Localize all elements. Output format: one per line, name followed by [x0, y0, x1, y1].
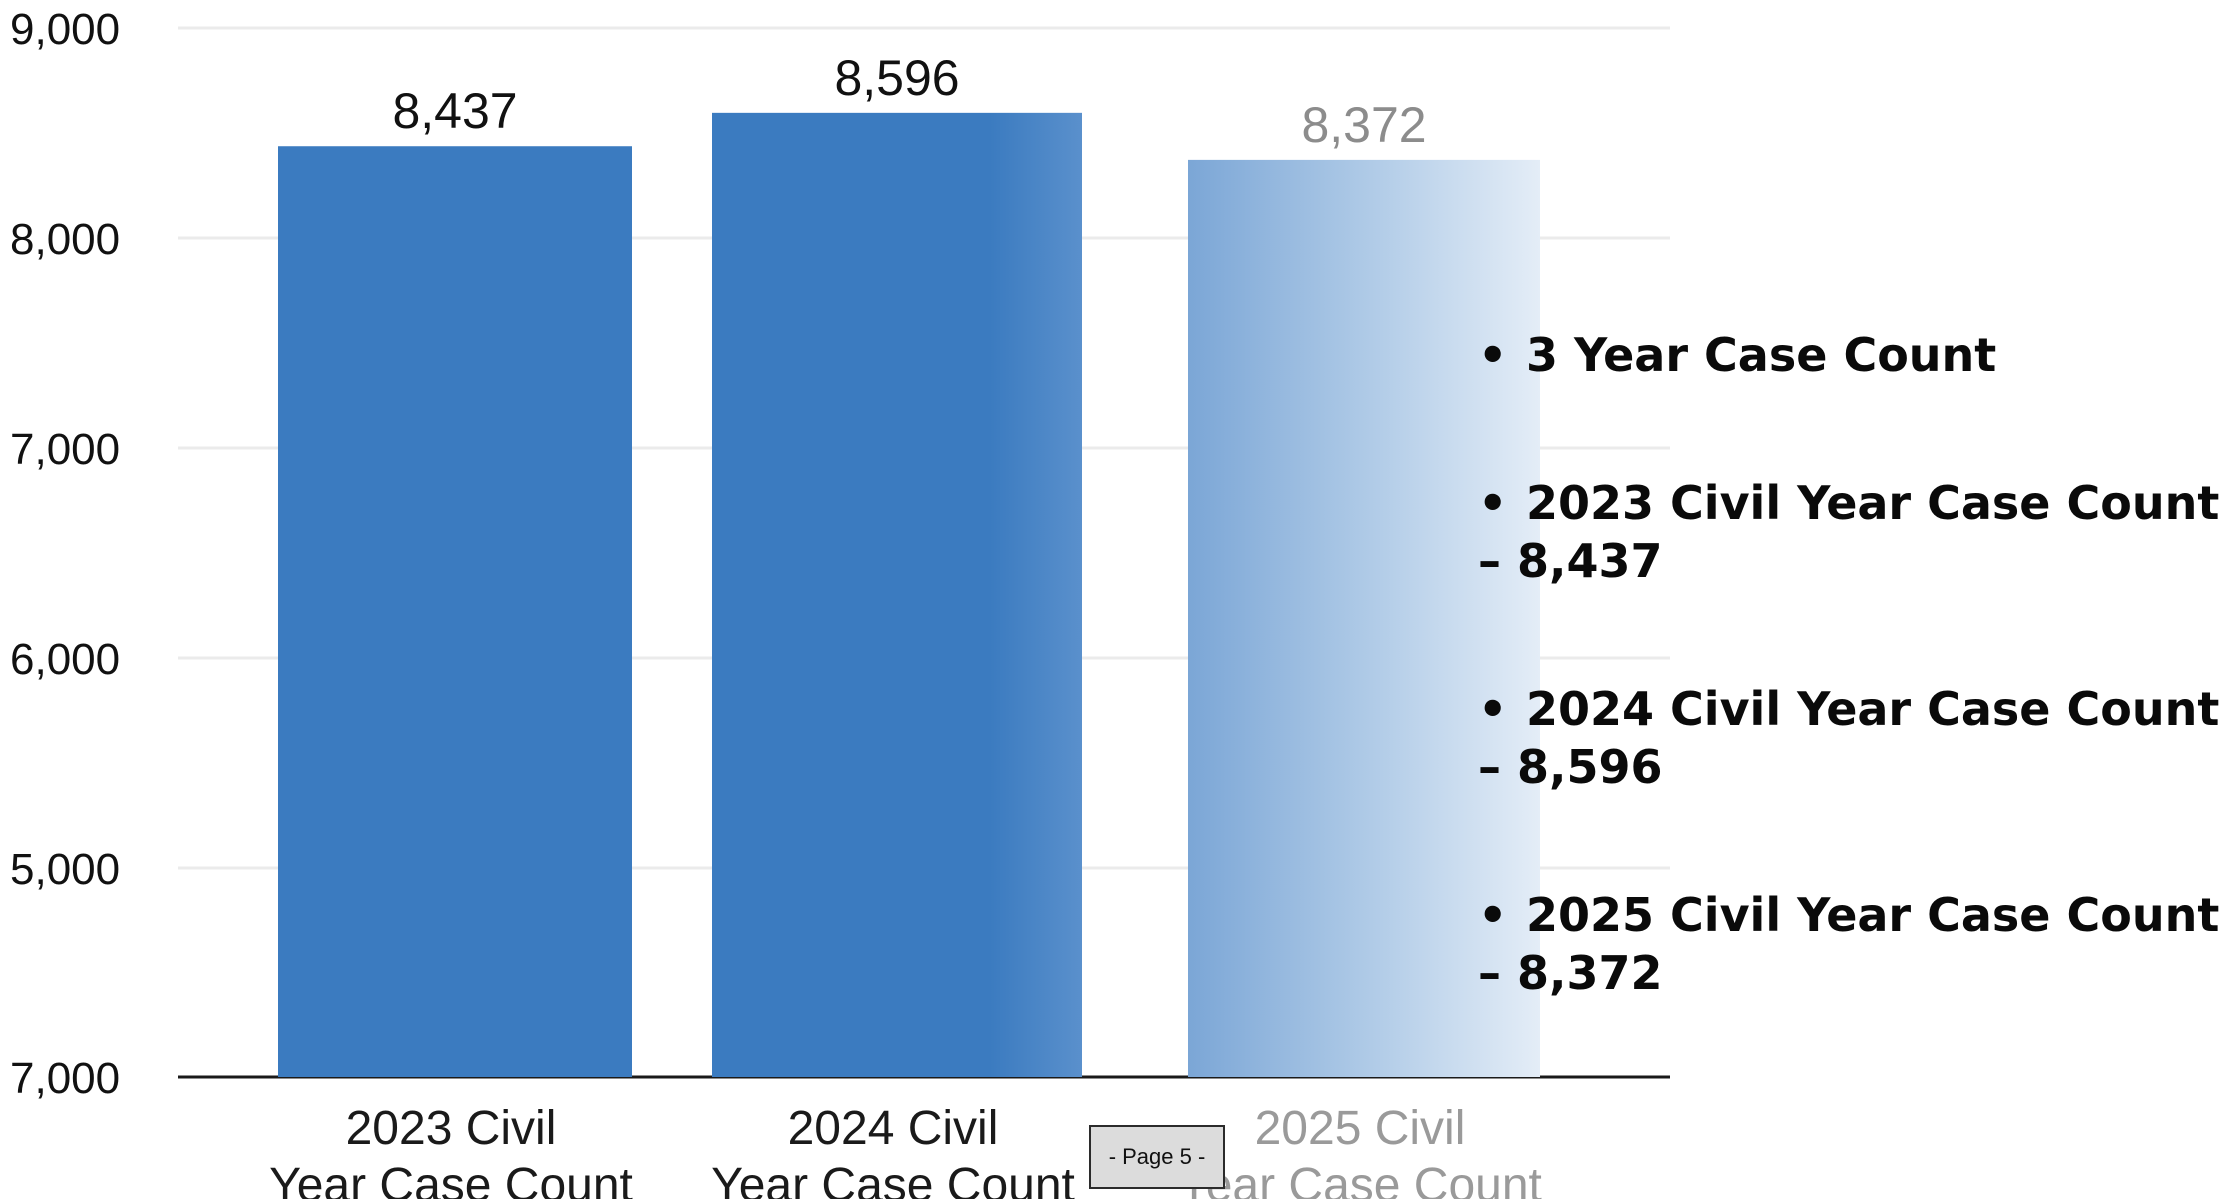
- summary-item-2024: • 2024 Civil Year Case Count – 8,596: [1478, 680, 2228, 796]
- summary-item-text: 2024 Civil Year Case Count – 8,596: [1478, 682, 2220, 794]
- x-tick-label: 2024 Civil: [788, 1102, 999, 1155]
- bar-2: [1188, 159, 1540, 1077]
- x-tick-label: 2023 Civil: [346, 1102, 557, 1155]
- data-label: 8,596: [834, 50, 959, 106]
- bullet-icon: •: [1478, 476, 1508, 530]
- summary-item-text: 2023 Civil Year Case Count – 8,437: [1478, 476, 2220, 588]
- page-number-label: - Page 5 -: [1089, 1125, 1225, 1189]
- bar-0: [278, 146, 632, 1078]
- y-tick-label: 5,000: [10, 845, 120, 894]
- data-label: 8,437: [392, 83, 517, 139]
- y-tick-label: 7,000: [10, 425, 120, 474]
- x-tick-label: 2025 Civil: [1255, 1102, 1466, 1155]
- x-tick-label: Year Case Count: [1178, 1159, 1542, 1199]
- summary-bullet-list: • 3 Year Case Count • 2023 Civil Year Case…: [1478, 326, 2228, 1092]
- y-tick-label: 9,000: [10, 5, 120, 54]
- bar-1: [712, 112, 1082, 1078]
- bar-chart: 9,000 8,000 7,000 6,000 5,000 7,000 8,437 8,59…: [10, 5, 1670, 1199]
- x-tick-label: Year Case Count: [269, 1159, 633, 1199]
- summary-item-text: 2025 Civil Year Case Count – 8,372: [1478, 888, 2220, 1000]
- y-tick-label: 6,000: [10, 635, 120, 684]
- bullet-icon: •: [1478, 682, 1508, 736]
- x-tick-label: Year Case Count: [711, 1159, 1075, 1199]
- summary-item-text: 3 Year Case Count: [1526, 328, 1997, 382]
- data-label: 8,372: [1301, 97, 1426, 153]
- y-tick-label: 7,000: [10, 1054, 120, 1103]
- summary-item-2023: • 2023 Civil Year Case Count – 8,437: [1478, 474, 2228, 590]
- bullet-icon: •: [1478, 888, 1508, 942]
- y-tick-label: 8,000: [10, 215, 120, 264]
- summary-item-heading: • 3 Year Case Count: [1478, 326, 2228, 384]
- bullet-icon: •: [1478, 328, 1508, 382]
- summary-item-2025: • 2025 Civil Year Case Count – 8,372: [1478, 886, 2228, 1002]
